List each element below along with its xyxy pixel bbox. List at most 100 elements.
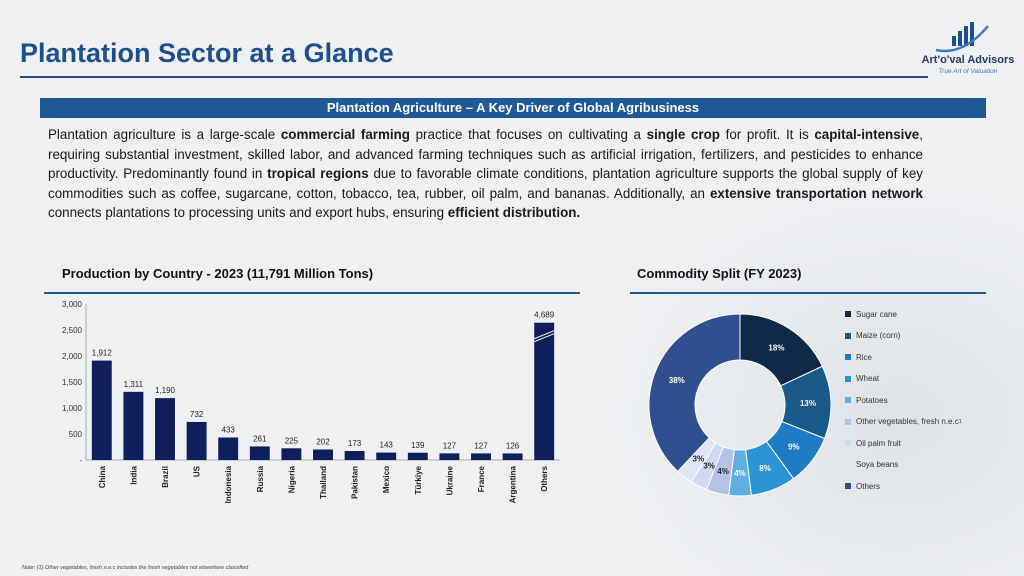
donut-chart-divider — [630, 292, 986, 294]
y-tick-label: 3,000 — [62, 300, 83, 309]
bar-türkiye — [407, 452, 428, 460]
page-title: Plantation Sector at a Glance — [20, 38, 394, 68]
bar-value-label: 202 — [316, 437, 330, 446]
legend-label: Maize (corn) — [856, 331, 901, 340]
bar-value-label: 1,311 — [124, 380, 144, 389]
bar-france — [471, 453, 491, 460]
legend-swatch — [845, 332, 851, 339]
legend-label: Wheat — [856, 374, 880, 383]
legend-label: Rice — [856, 352, 873, 362]
paragraph-text: due to favorable climate conditions, pla… — [48, 166, 923, 201]
legend-item: Oil palm fruit — [845, 437, 901, 449]
bar-value-label: 1,190 — [155, 386, 176, 395]
commodity-donut-chart: 18%13%9%8%4%4%3%3%38% — [648, 313, 832, 497]
bar-indonesia — [218, 437, 239, 460]
intro-paragraph: Plantation agriculture is a large-scale … — [48, 125, 923, 223]
legend-label: Soya beans — [856, 460, 899, 469]
legend-swatch — [845, 397, 851, 403]
legend-item: Maize (corn) — [845, 330, 900, 342]
bar-value-label: 4,689 — [534, 311, 555, 320]
bar-thailand — [313, 449, 333, 460]
x-category-label: India — [129, 465, 138, 484]
legend-label: Others — [856, 481, 881, 491]
bar-value-label: 139 — [411, 441, 425, 450]
bar-chart-divider — [44, 292, 580, 294]
bar-mexico — [376, 452, 397, 460]
bar-value-label: 732 — [190, 410, 204, 419]
footnote-marker: 1 — [958, 418, 962, 425]
legend-item: Rice — [845, 351, 872, 363]
bar-china — [91, 360, 112, 460]
y-tick-label: 1,000 — [62, 404, 83, 413]
legend-swatch — [845, 483, 851, 489]
x-category-label: Argentina — [509, 465, 518, 503]
x-category-label: Indonesia — [224, 465, 233, 503]
bar-pakistan — [344, 451, 365, 460]
y-tick-label: 1,500 — [62, 378, 83, 387]
legend-swatch — [845, 375, 851, 382]
legend-swatch — [845, 418, 851, 425]
legend-item: Other vegetables, fresh n.e.c 1 — [845, 416, 962, 428]
donut-value-label: 4% — [734, 469, 746, 478]
legend-label: Other vegetables, fresh n.e.c — [856, 417, 959, 426]
paragraph-emphasis: single crop — [646, 127, 720, 142]
donut-value-label: 13% — [800, 399, 816, 408]
bar-value-label: 261 — [253, 434, 267, 443]
x-category-label: Nigeria — [287, 465, 296, 493]
bar-value-label: 1,912 — [92, 349, 113, 358]
logo-tagline: True Art of Valuation — [938, 68, 998, 75]
x-category-label: China — [98, 465, 107, 488]
y-tick-label: 2,000 — [62, 352, 83, 361]
paragraph-emphasis: efficient distribution. — [447, 205, 581, 221]
donut-chart-title: Commodity Split (FY 2023) — [637, 266, 802, 281]
bar-brazil — [155, 398, 175, 460]
bar-others — [534, 322, 555, 460]
y-tick-label: 2,500 — [62, 326, 83, 335]
bar-russia — [249, 446, 270, 460]
logo-name: Art'o'val Advisors — [921, 54, 1015, 66]
paragraph-text: connects plantations to processing units… — [48, 205, 448, 221]
donut-slice-9 — [648, 313, 741, 473]
bar-value-label: 127 — [443, 441, 457, 450]
donut-value-label: 9% — [788, 443, 800, 452]
x-category-label: Russia — [256, 465, 265, 492]
axis-break-mark — [534, 330, 555, 340]
legend-swatch — [845, 461, 851, 468]
title-divider — [20, 76, 928, 78]
paragraph-text: , requiring substantial investment, skil… — [48, 127, 923, 182]
paragraph-emphasis: capital-intensive — [814, 127, 920, 142]
paragraph-emphasis: tropical regions — [267, 166, 369, 182]
donut-value-label: 8% — [759, 464, 771, 473]
x-category-label: France — [477, 465, 486, 492]
legend-item: Soya beans — [845, 459, 898, 471]
bar-us — [186, 421, 207, 460]
legend-item: Potatoes — [845, 394, 888, 406]
x-category-label: Brazil — [161, 466, 170, 488]
legend-item: Wheat — [845, 373, 879, 385]
legend-label: Sugar cane — [856, 309, 897, 319]
production-bar-chart: - 500 1,000 1,500 2,000 2,500 3,000 1,912 China 1… — [62, 300, 560, 503]
footnote: Note: (1) Other vegetables, fresh n.e.c … — [22, 565, 249, 571]
legend-label: Oil palm fruit — [856, 438, 901, 448]
legend-item: Others — [845, 480, 880, 492]
x-category-label: Mexico — [382, 466, 391, 493]
legend-label: Potatoes — [856, 395, 888, 405]
x-category-label: Türkiye — [414, 465, 423, 494]
logo-bars-icon — [935, 22, 989, 53]
bar-value-label: 126 — [506, 441, 520, 450]
paragraph-emphasis: extensive transportation network — [709, 185, 923, 201]
bar-india — [123, 391, 144, 460]
x-category-label: Pakistan — [351, 466, 360, 499]
company-logo: Art'o'val Advisors True Art of Valuation — [918, 20, 1014, 90]
x-category-label: Thailand — [319, 466, 328, 499]
bar-value-label: 173 — [348, 439, 362, 448]
donut-value-label: 4% — [717, 467, 729, 476]
x-category-label: Others — [540, 465, 549, 491]
x-category-label: Ukraine — [445, 465, 454, 495]
bar-argentina — [502, 453, 523, 460]
donut-value-label: 3% — [693, 455, 705, 464]
legend-swatch — [845, 354, 851, 360]
bar-value-label: 433 — [222, 425, 236, 434]
axis-break-mark — [534, 333, 555, 343]
bar-value-label: 127 — [474, 441, 488, 450]
